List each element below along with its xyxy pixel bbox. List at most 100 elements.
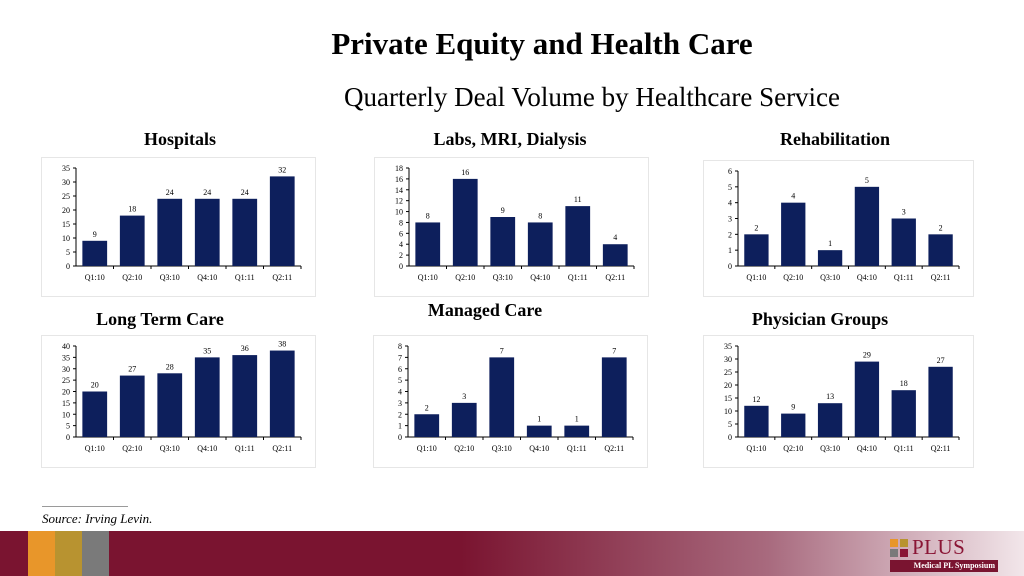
data-label: 35 (203, 346, 211, 355)
bar (928, 234, 953, 266)
bar (527, 222, 553, 266)
chart-title-hospitals: Hospitals (143, 129, 217, 149)
y-tick-label: 8 (399, 218, 403, 227)
slide-title: Private Equity and Health Care (331, 26, 753, 61)
data-label: 1 (537, 415, 541, 424)
x-tick-label: Q2:10 (783, 444, 803, 453)
y-tick-label: 40 (62, 342, 70, 351)
x-tick-label: Q1:11 (235, 444, 255, 453)
y-tick-label: 0 (399, 262, 403, 271)
y-tick-label: 30 (62, 178, 70, 187)
chart-rehabilitation: 0 1 2 3 4 5 6 2 Q1:10 4 Q2:10 1 Q3:10 5 Q4:10 3 Q1:11 2 Q2… (703, 160, 974, 297)
data-label: 18 (900, 379, 908, 388)
x-tick-label: Q2:11 (605, 273, 625, 282)
x-tick-label: Q2:10 (783, 273, 803, 282)
x-tick-label: Q1:10 (85, 273, 105, 282)
chart-managed-care: 0 1 2 3 4 5 6 7 8 2 Q1:10 3 Q2:10 7 Q3:10 1 Q4:10 1 Q1:11 7… (373, 335, 648, 468)
bar (854, 186, 880, 266)
x-tick-label: Q3:10 (820, 273, 840, 282)
y-tick-label: 35 (62, 353, 70, 362)
footer-band-gray (82, 531, 109, 576)
data-label: 24 (241, 188, 249, 197)
y-tick-label: 6 (398, 365, 402, 374)
y-tick-label: 10 (62, 234, 70, 243)
bar-chart-svg: 0 5 10 15 20 25 30 35 12 Q1:10 9 Q2:10 13 Q3:10 29 Q4:1… (724, 342, 960, 453)
y-tick-label: 6 (399, 229, 403, 238)
data-label: 4 (791, 192, 795, 201)
x-tick-label: Q3:10 (493, 273, 513, 282)
bar (451, 402, 477, 437)
bar (490, 217, 516, 266)
chart-title-managed-care: Managed Care (427, 300, 543, 320)
bar (119, 375, 145, 437)
data-label: 29 (863, 351, 871, 360)
y-tick-label: 4 (398, 388, 402, 397)
data-label: 1 (575, 415, 579, 424)
y-tick-label: 2 (728, 230, 732, 239)
bar (414, 414, 440, 437)
bar (564, 425, 590, 437)
bar (565, 206, 591, 266)
data-label: 2 (939, 223, 943, 232)
bar (157, 198, 183, 266)
data-label: 24 (166, 188, 174, 197)
y-tick-label: 14 (395, 186, 403, 195)
bar-chart-svg: 0 1 2 3 4 5 6 2 Q1:10 4 Q2:10 1 Q3:10 5 Q4:10 3 Q1:11 2 Q2… (728, 167, 960, 282)
data-label: 8 (538, 211, 542, 220)
y-tick-label: 2 (399, 251, 403, 260)
source-divider (42, 506, 128, 507)
data-label: 12 (752, 395, 760, 404)
y-tick-label: 25 (62, 192, 70, 201)
y-tick-label: 25 (724, 368, 732, 377)
y-tick-label: 4 (399, 240, 403, 249)
y-tick-label: 25 (62, 376, 70, 385)
bar-chart-svg: 0 5 10 15 20 25 30 35 9 Q1:10 18 Q2:10 24 Q3:10 24 Q4:1… (62, 164, 302, 282)
bar (891, 218, 916, 266)
data-label: 38 (278, 340, 286, 349)
slide-subtitle: Quarterly Deal Volume by Healthcare Serv… (343, 82, 841, 112)
y-tick-label: 0 (66, 262, 70, 271)
bar (232, 355, 258, 437)
y-tick-label: 10 (724, 407, 732, 416)
x-tick-label: Q2:10 (454, 444, 474, 453)
y-tick-label: 2 (398, 410, 402, 419)
y-tick-label: 6 (728, 167, 732, 176)
bar (452, 178, 478, 266)
y-tick-label: 30 (724, 355, 732, 364)
data-label: 27 (937, 356, 945, 365)
bar (744, 405, 769, 437)
y-tick-label: 0 (66, 433, 70, 442)
x-tick-label: Q1:11 (894, 444, 914, 453)
chart-title-labs: Labs, MRI, Dialysis (433, 129, 587, 149)
data-label: 9 (93, 230, 97, 239)
y-tick-label: 20 (62, 388, 70, 397)
x-tick-label: Q2:11 (931, 444, 951, 453)
x-tick-label: Q3:10 (160, 273, 180, 282)
bar (82, 240, 108, 266)
bar (232, 198, 258, 266)
bar (891, 390, 916, 437)
x-tick-label: Q2:11 (272, 444, 292, 453)
y-tick-label: 16 (395, 175, 403, 184)
data-label: 20 (91, 381, 99, 390)
chart-long-term-care: 0 5 10 15 20 25 30 35 40 20 Q1:10 27 Q2:10 28 Q3:10 35 Q… (41, 335, 316, 468)
data-label: 18 (128, 205, 136, 214)
y-tick-label: 5 (398, 376, 402, 385)
x-tick-label: Q4:10 (857, 444, 877, 453)
data-label: 36 (241, 344, 249, 353)
y-tick-label: 1 (728, 246, 732, 255)
bar (854, 361, 880, 437)
cross-logo-icon (890, 539, 909, 558)
data-label: 7 (612, 346, 616, 355)
footer-bar: PLUS Medical PL Symposium (0, 531, 1024, 576)
bar (157, 373, 183, 437)
data-label: 13 (826, 392, 834, 401)
y-tick-label: 20 (62, 206, 70, 215)
bar (817, 403, 843, 437)
bar (82, 391, 108, 437)
bar (269, 350, 295, 437)
y-tick-label: 8 (398, 342, 402, 351)
chart-title-long-term-care: Long Term Care (96, 309, 224, 329)
chart-title-physician-groups: Physician Groups (751, 309, 889, 329)
y-tick-label: 15 (724, 394, 732, 403)
